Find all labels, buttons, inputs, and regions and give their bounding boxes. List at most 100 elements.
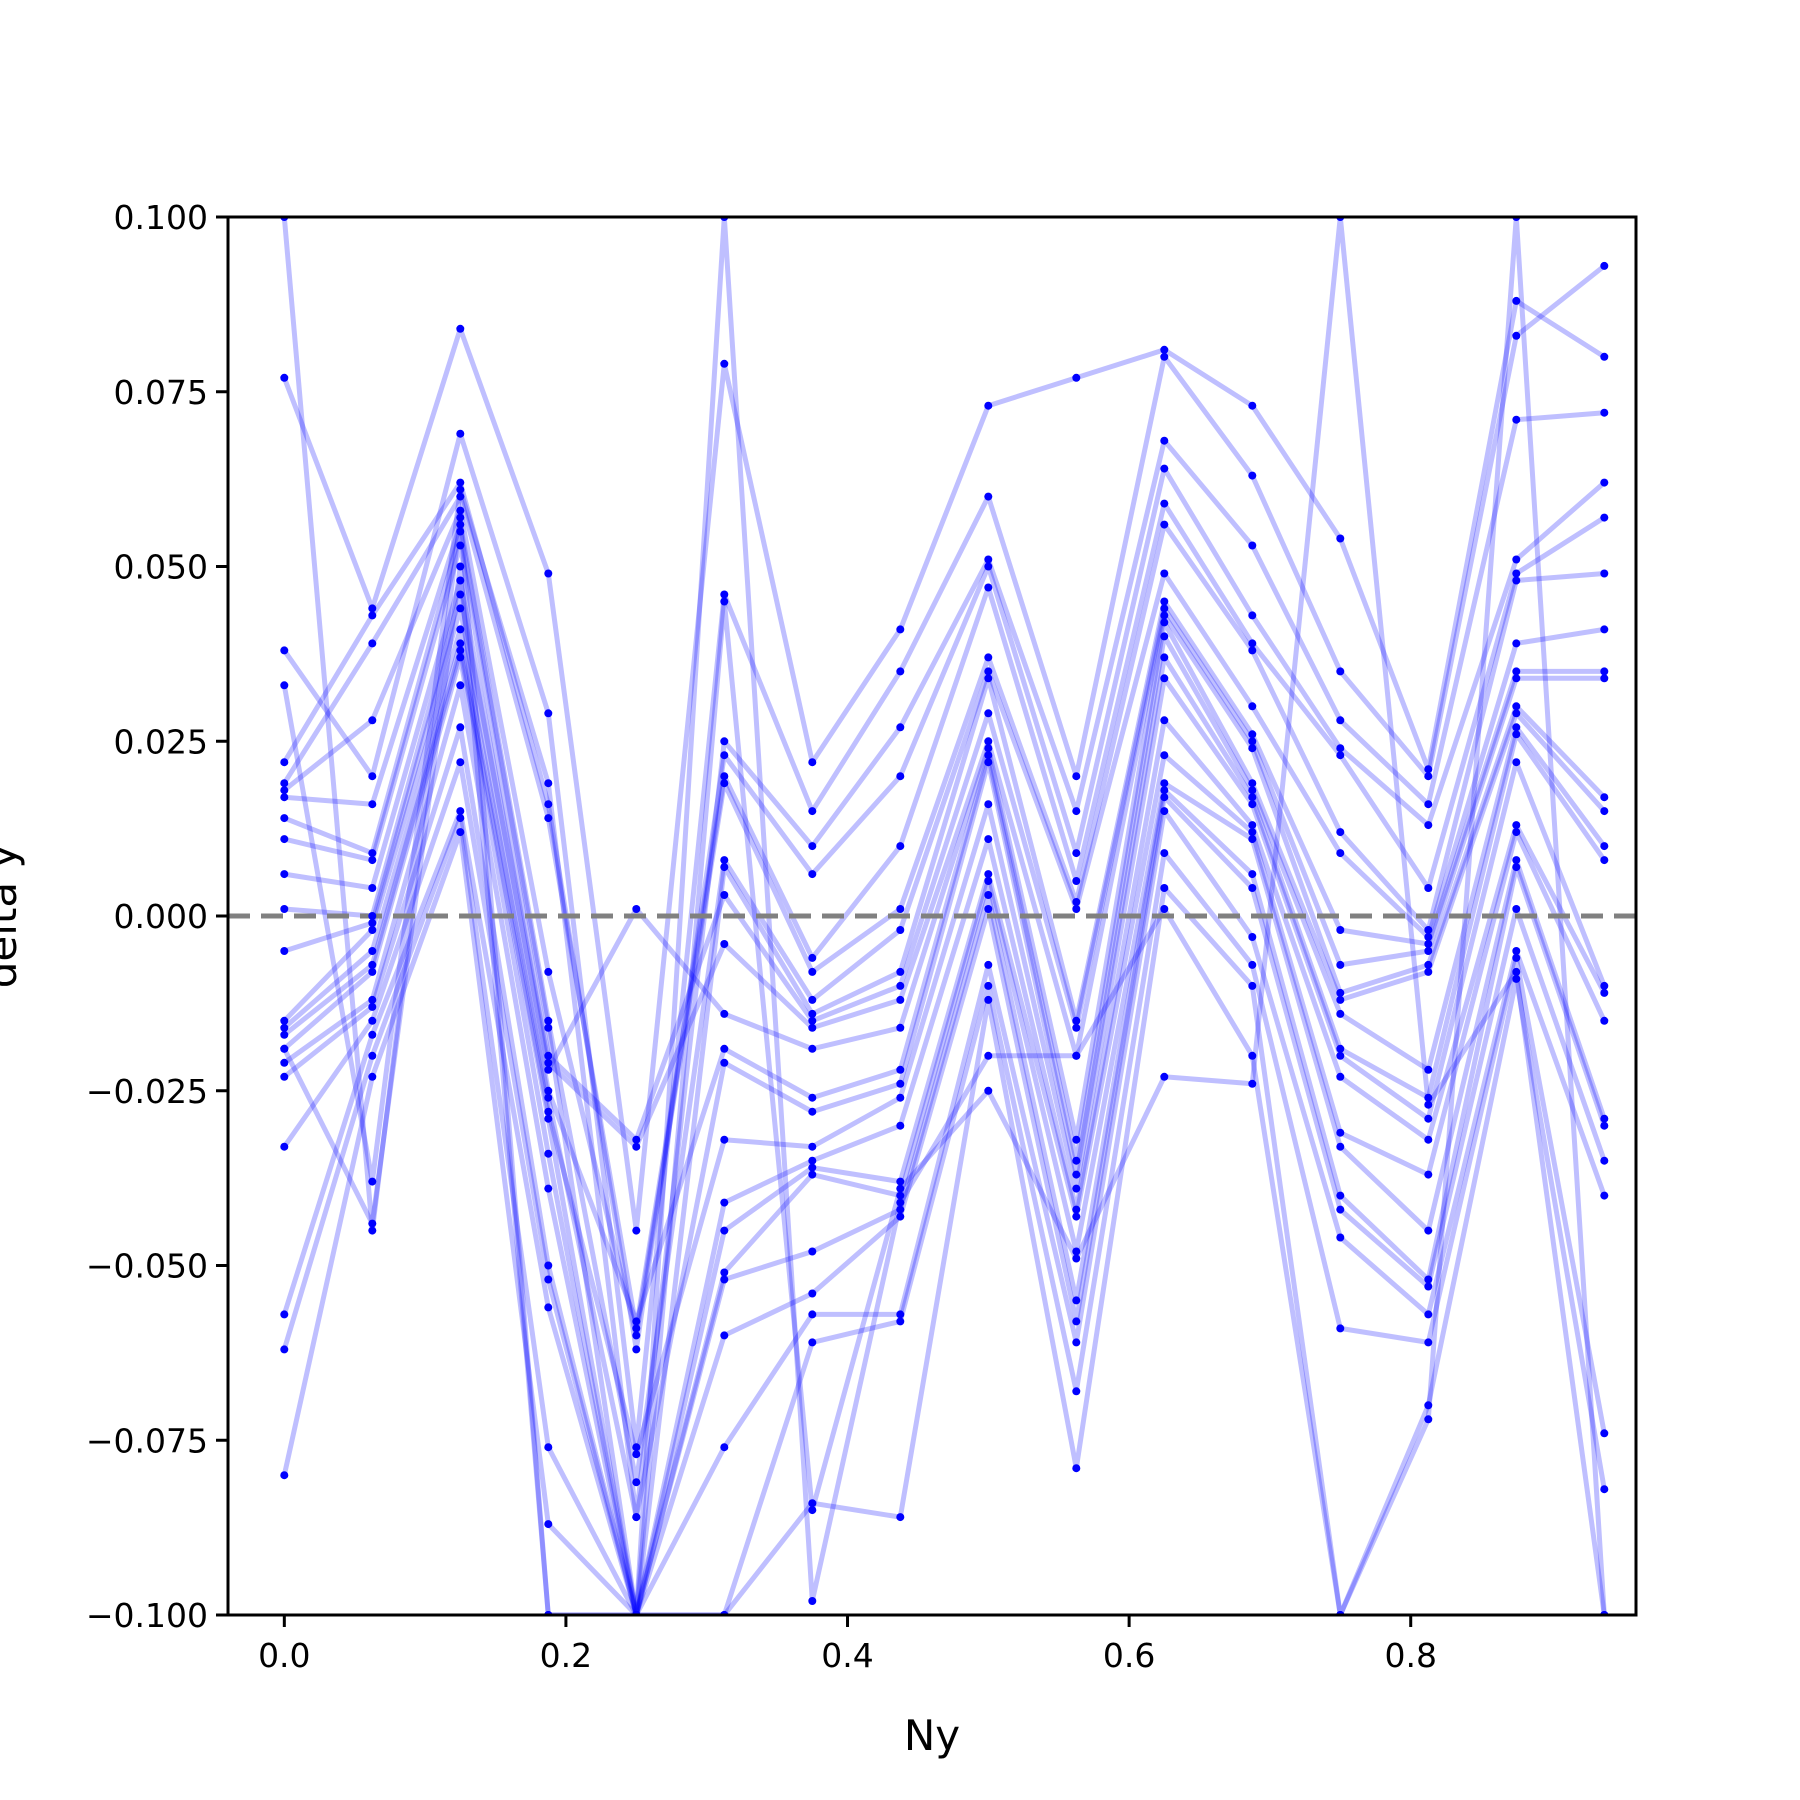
data-point <box>456 324 465 333</box>
data-point <box>368 1016 377 1025</box>
data-point <box>1600 1121 1609 1130</box>
data-point <box>544 967 553 976</box>
data-point <box>1248 1051 1257 1060</box>
data-point <box>1248 828 1257 837</box>
data-point <box>1160 849 1169 858</box>
data-point <box>544 1303 553 1312</box>
data-point <box>544 779 553 788</box>
data-point <box>456 814 465 823</box>
data-point <box>632 905 641 913</box>
data-point <box>1424 940 1433 948</box>
data-point <box>1512 730 1521 739</box>
data-point <box>1424 1114 1433 1123</box>
data-point <box>808 953 817 962</box>
data-point <box>1248 779 1257 788</box>
series-line-17 <box>282 682 1607 1615</box>
data-point <box>368 849 377 858</box>
points-layer <box>280 217 1609 1615</box>
data-point <box>280 1142 289 1151</box>
data-point <box>896 1191 905 1200</box>
y-axis-label: delta y <box>0 844 26 989</box>
data-point <box>280 835 289 844</box>
data-point <box>1512 569 1521 578</box>
data-point <box>984 835 993 844</box>
data-point <box>1248 821 1257 830</box>
data-point <box>984 1051 993 1060</box>
data-point <box>544 1051 553 1060</box>
data-point <box>1072 1156 1081 1165</box>
data-point <box>544 1184 553 1193</box>
data-point <box>896 1184 905 1193</box>
data-point <box>632 1443 641 1452</box>
data-point <box>632 1450 641 1459</box>
data-point <box>1072 1205 1081 1214</box>
data-point <box>1424 1065 1433 1074</box>
data-point <box>984 905 993 913</box>
data-point <box>544 1107 553 1116</box>
data-point <box>456 492 465 501</box>
data-point <box>1424 1100 1433 1109</box>
y-tick-label: 0.050 <box>114 548 208 587</box>
data-point <box>720 1009 729 1018</box>
data-point <box>456 681 465 690</box>
data-point <box>368 967 377 976</box>
data-point <box>1072 772 1081 781</box>
series-line-19 <box>282 759 1607 1615</box>
data-point <box>1160 352 1169 361</box>
data-point <box>1600 352 1609 361</box>
data-point <box>1600 569 1609 578</box>
data-point <box>984 744 993 753</box>
data-point <box>632 1226 641 1235</box>
series-line-8 <box>283 529 1605 1615</box>
data-point <box>1160 884 1169 892</box>
data-point <box>456 562 465 571</box>
data-point <box>1512 296 1521 305</box>
data-point <box>368 947 377 955</box>
data-point <box>456 590 465 599</box>
y-tick-label: −0.050 <box>86 1247 208 1286</box>
series-line-2 <box>282 263 1606 1450</box>
data-point <box>896 772 905 781</box>
data-point <box>280 1044 289 1053</box>
series-line-6 <box>282 508 1605 1338</box>
data-point <box>1072 1247 1081 1256</box>
data-point <box>808 1310 817 1319</box>
data-point <box>1600 807 1609 816</box>
data-point <box>544 1149 553 1158</box>
data-point <box>720 1331 729 1340</box>
data-point <box>1424 884 1433 892</box>
data-point <box>544 800 553 809</box>
data-point <box>984 877 993 885</box>
data-point <box>1512 639 1521 648</box>
data-point <box>456 807 465 816</box>
data-point <box>896 1023 905 1032</box>
data-point <box>720 940 729 948</box>
data-point <box>1072 877 1081 885</box>
data-point <box>1424 1275 1433 1284</box>
data-point <box>896 1212 905 1221</box>
data-point <box>1336 751 1345 760</box>
data-point <box>368 1002 377 1011</box>
data-point <box>1072 1016 1081 1025</box>
data-point <box>544 1058 553 1067</box>
data-point <box>456 429 465 438</box>
data-point <box>808 1044 817 1053</box>
data-point <box>368 960 377 969</box>
data-point <box>808 1093 817 1102</box>
series-line-10 <box>283 578 1607 1150</box>
data-point <box>720 1198 729 1207</box>
data-point <box>1160 436 1169 445</box>
data-point <box>1336 988 1345 997</box>
data-point <box>984 800 993 809</box>
data-point <box>456 478 465 487</box>
data-point <box>1248 702 1257 711</box>
data-point <box>1160 611 1169 620</box>
data-point <box>1600 674 1609 683</box>
data-point <box>1600 1429 1609 1438</box>
data-point <box>544 1114 553 1123</box>
data-point <box>896 1177 905 1186</box>
data-point <box>544 1261 553 1270</box>
data-point <box>808 1156 817 1165</box>
data-point <box>1600 513 1609 522</box>
data-point <box>896 1205 905 1214</box>
